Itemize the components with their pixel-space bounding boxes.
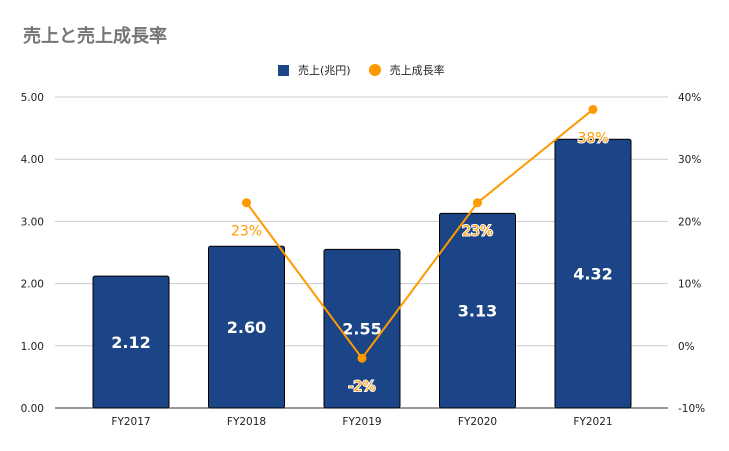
right-tick-label: 0% (678, 341, 695, 353)
growth-value-label: 38% (577, 130, 608, 146)
bar-value-label: 4.32 (573, 265, 612, 284)
left-tick-label: 1.00 (21, 341, 44, 353)
x-tick-label: FY2021 (573, 416, 612, 428)
left-tick-label: 2.00 (21, 279, 44, 291)
growth-value-label: -2% (348, 379, 375, 395)
legend-item-growth: 売上成長率 (368, 62, 445, 78)
legend-swatch-growth (368, 64, 381, 76)
bar-value-label: 2.55 (342, 320, 381, 339)
growth-value-label: 23% (231, 224, 262, 240)
left-tick-label: 5.00 (21, 92, 44, 104)
right-tick-label: 40% (678, 92, 701, 104)
right-tick-label: 30% (678, 154, 701, 166)
growth-point (357, 353, 367, 363)
left-tick-label: 3.00 (21, 216, 44, 228)
growth-point (588, 104, 598, 114)
bar (554, 138, 632, 409)
x-tick-label: FY2019 (342, 416, 381, 428)
x-tick-label: FY2017 (111, 416, 150, 428)
right-tick-label: 20% (678, 216, 701, 228)
legend-label-sales: 売上(兆円) (298, 64, 351, 77)
growth-value-label: 23% (462, 224, 493, 240)
growth-point (242, 198, 251, 208)
x-tick-label: FY2020 (458, 416, 497, 428)
bar (323, 248, 401, 409)
chart-title: 売上と売上成長率 (23, 26, 167, 47)
bar (208, 245, 285, 409)
bar (439, 212, 516, 409)
left-tick-label: 0.00 (21, 403, 44, 415)
legend-swatch-sales (278, 64, 289, 76)
right-tick-label: 10% (678, 279, 701, 291)
legend-item-sales: 売上(兆円) (278, 62, 351, 78)
growth-point (473, 198, 482, 208)
growth-line (245, 108, 594, 360)
bar (92, 275, 170, 409)
bar-value-label: 2.60 (227, 318, 266, 337)
bar-value-label: 3.13 (458, 302, 497, 321)
legend-label-growth: 売上成長率 (389, 64, 445, 77)
x-tick-label: FY2018 (227, 416, 266, 428)
legend: 売上(兆円) 売上成長率 (278, 62, 463, 78)
right-tick-label: -10% (678, 403, 705, 415)
left-tick-label: 4.00 (21, 154, 44, 166)
bar-value-label: 2.12 (111, 333, 150, 352)
